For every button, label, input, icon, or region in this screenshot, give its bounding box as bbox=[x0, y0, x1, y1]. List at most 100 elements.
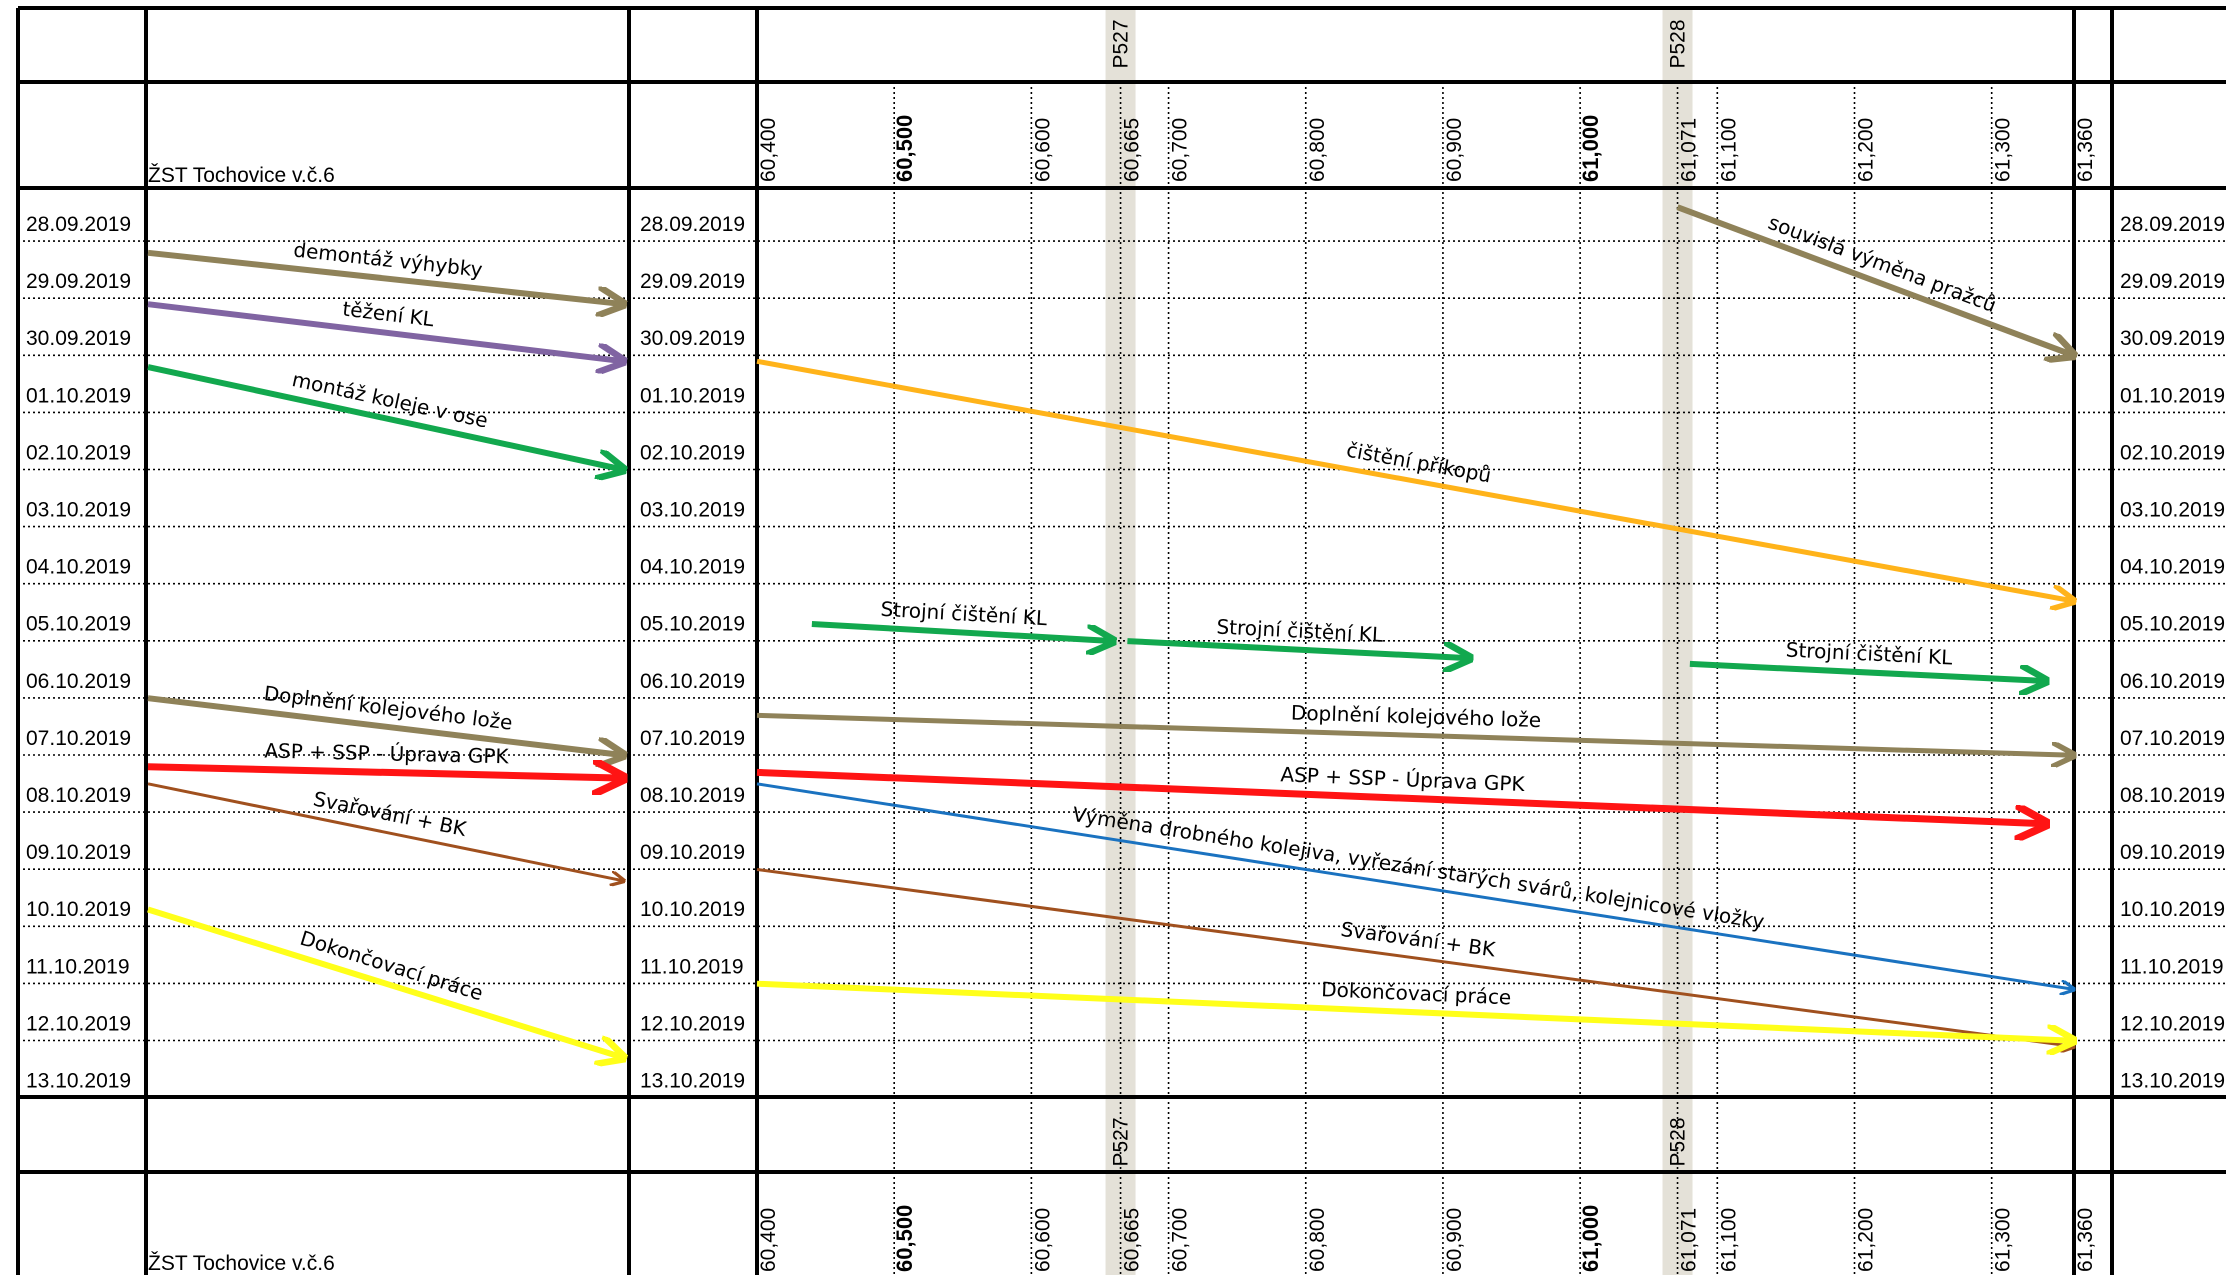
date-label-mid: 09.10.2019 bbox=[640, 841, 745, 864]
km-label-bottom: 60,600 bbox=[1031, 1208, 1054, 1272]
km-label-bottom: 61,300 bbox=[1992, 1208, 2015, 1272]
date-label-right: 03.10.2019 bbox=[2120, 499, 2225, 522]
date-label-left: 05.10.2019 bbox=[26, 613, 131, 636]
date-label-left: 02.10.2019 bbox=[26, 441, 131, 464]
date-label-left: 09.10.2019 bbox=[26, 841, 131, 864]
station-activity-arrow-line bbox=[147, 695, 624, 755]
km-label-top: 60,500 bbox=[892, 115, 917, 182]
date-label-right: 05.10.2019 bbox=[2120, 613, 2225, 636]
date-label-left: 04.10.2019 bbox=[26, 556, 131, 579]
km-label-top: 60,900 bbox=[1443, 118, 1466, 182]
track-activity-arrow: čištění příkopů bbox=[756, 358, 2074, 601]
track-activity-arrow-label: Výměna drobného kolejiva, vyřezání starý… bbox=[1071, 802, 1766, 934]
date-label-right: 08.10.2019 bbox=[2120, 784, 2225, 807]
station-activity-arrow-line bbox=[147, 301, 624, 361]
station-label-top: ŽST Tochovice v.č.6 bbox=[148, 164, 335, 187]
date-label-left: 13.10.2019 bbox=[26, 1070, 131, 1093]
date-label-mid: 29.09.2019 bbox=[640, 270, 745, 293]
date-label-right: 06.10.2019 bbox=[2120, 670, 2225, 693]
track-activity-arrow-label: Doplnění kolejového lože bbox=[1291, 701, 1542, 733]
date-label-right: 28.09.2019 bbox=[2120, 213, 2225, 236]
date-label-right: 12.10.2019 bbox=[2120, 1012, 2225, 1035]
track-activity-arrow: souvislá výměna pražců bbox=[1676, 204, 2074, 355]
km-label-bottom: 61,200 bbox=[1855, 1208, 1878, 1272]
date-label-right: 02.10.2019 bbox=[2120, 441, 2225, 464]
date-label-right: 10.10.2019 bbox=[2120, 898, 2225, 921]
station-activity-arrow-line bbox=[147, 364, 624, 470]
station-activity-arrow: ASP + SSP - Úprava GPK bbox=[147, 738, 624, 778]
date-label-right: 11.10.2019 bbox=[2120, 955, 2224, 978]
station-activity-arrow: Svařování + BK bbox=[147, 782, 624, 881]
track-activity-arrow-label: Dokončovací práce bbox=[1321, 977, 1512, 1009]
track-activity-arrow-line bbox=[1689, 660, 2047, 681]
km-label-top: 60,800 bbox=[1306, 118, 1329, 182]
date-label-mid: 28.09.2019 bbox=[640, 213, 745, 236]
date-label-left: 30.09.2019 bbox=[26, 327, 131, 350]
date-label-mid: 04.10.2019 bbox=[640, 556, 745, 579]
track-activity-arrow: Strojní čištění KL bbox=[1689, 638, 2047, 682]
date-label-left: 12.10.2019 bbox=[26, 1012, 131, 1035]
track-activity-arrow-line bbox=[811, 620, 1114, 641]
track-activity-arrow-label: Strojní čištění KL bbox=[1785, 638, 1953, 670]
km-label-bottom: 60,400 bbox=[757, 1208, 780, 1272]
date-label-mid: 05.10.2019 bbox=[640, 613, 745, 636]
date-label-left: 07.10.2019 bbox=[26, 727, 131, 750]
track-activity-arrow-line bbox=[756, 712, 2074, 755]
track-activity-arrow: ASP + SSP - Úprava GPK bbox=[756, 762, 2047, 824]
date-label-left: 29.09.2019 bbox=[26, 270, 131, 293]
track-activity-arrow-label: Strojní čištění KL bbox=[880, 597, 1049, 630]
km-label-top: 61,300 bbox=[1992, 118, 2015, 182]
track-activity-arrow-line bbox=[1676, 204, 2074, 355]
date-label-right: 01.10.2019 bbox=[2120, 384, 2225, 407]
km-label-top: 61,071 bbox=[1678, 118, 1701, 182]
km-label-top: 60,700 bbox=[1169, 118, 1192, 182]
date-label-mid: 07.10.2019 bbox=[640, 727, 745, 750]
track-activity-arrow-label: souvislá výměna pražců bbox=[1765, 210, 1999, 317]
crossing-label: P528 bbox=[1667, 19, 1690, 68]
date-label-mid: 11.10.2019 bbox=[640, 955, 744, 978]
km-label-bottom: 60,665 bbox=[1121, 1208, 1144, 1272]
station-activity-arrow-line bbox=[147, 906, 624, 1057]
km-label-bottom: 61,360 bbox=[2074, 1208, 2097, 1272]
date-label-left: 01.10.2019 bbox=[26, 384, 131, 407]
station-activity-arrow: montáž koleje v ose bbox=[147, 364, 624, 470]
km-label-bottom: 61,100 bbox=[1717, 1208, 1740, 1272]
km-label-top: 60,665 bbox=[1121, 118, 1144, 182]
track-activity-arrow-label: Svařování + BK bbox=[1339, 917, 1497, 962]
track-activity-arrow-label: Strojní čištění KL bbox=[1216, 615, 1385, 647]
km-label-top: 61,100 bbox=[1717, 118, 1740, 182]
km-label-top: 60,400 bbox=[757, 118, 780, 182]
km-label-top: 61,200 bbox=[1855, 118, 1878, 182]
table-labels: ŽST Tochovice v.č.6 ŽST Tochovice v.č.6 … bbox=[26, 19, 2225, 1275]
track-activity-arrow-line bbox=[756, 358, 2074, 601]
station-label-bottom: ŽST Tochovice v.č.6 bbox=[148, 1252, 335, 1275]
date-label-left: 11.10.2019 bbox=[26, 955, 130, 978]
track-activity-arrow-line bbox=[756, 868, 2074, 1046]
date-label-mid: 12.10.2019 bbox=[640, 1012, 745, 1035]
station-activity-arrow: těžení KL bbox=[147, 297, 624, 362]
km-label-top: 61,000 bbox=[1578, 115, 1603, 182]
station-activity-arrow-label: montáž koleje v ose bbox=[290, 367, 490, 433]
track-activity-arrow: Strojní čištění KL bbox=[1127, 615, 1470, 659]
station-activity-arrow-line bbox=[147, 767, 624, 778]
date-label-right: 09.10.2019 bbox=[2120, 841, 2225, 864]
track-activity-arrow-line bbox=[756, 782, 2074, 990]
date-label-left: 10.10.2019 bbox=[26, 898, 131, 921]
date-label-left: 06.10.2019 bbox=[26, 670, 131, 693]
station-activity-arrow-label: ASP + SSP - Úprava GPK bbox=[264, 738, 510, 768]
station-activity-arrow-line bbox=[147, 782, 624, 881]
date-label-mid: 30.09.2019 bbox=[640, 327, 745, 350]
km-label-bottom: 60,900 bbox=[1443, 1208, 1466, 1272]
date-label-mid: 13.10.2019 bbox=[640, 1070, 745, 1093]
date-label-right: 07.10.2019 bbox=[2120, 727, 2225, 750]
track-activity-arrow: Strojní čištění KL bbox=[811, 597, 1114, 641]
station-activity-arrow-line bbox=[147, 249, 624, 304]
crossing-label: P527 bbox=[1110, 19, 1133, 68]
date-label-left: 28.09.2019 bbox=[26, 213, 131, 236]
km-label-top: 60,600 bbox=[1031, 118, 1054, 182]
km-label-bottom: 60,800 bbox=[1306, 1208, 1329, 1272]
station-activity-arrow-label: demontáž výhybky bbox=[292, 237, 484, 281]
date-label-left: 03.10.2019 bbox=[26, 499, 131, 522]
crossing-label: P527 bbox=[1110, 1117, 1133, 1166]
